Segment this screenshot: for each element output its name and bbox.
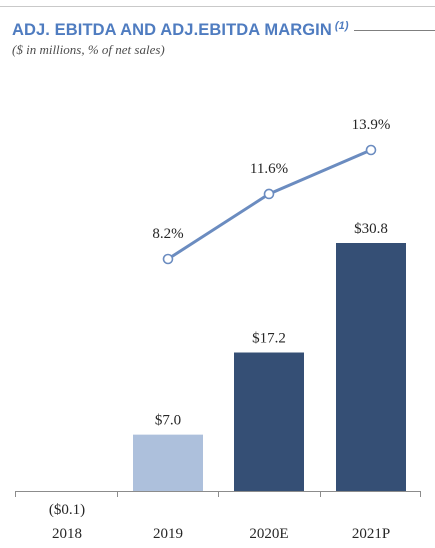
margin-label-2020E: 11.6% bbox=[250, 161, 288, 177]
margin-label-2019: 8.2% bbox=[152, 226, 183, 242]
bar-value-label-2018: ($0.1) bbox=[49, 502, 85, 518]
chart-title: ADJ. EBITDA AND ADJ.EBITDA MARGIN (1) bbox=[12, 20, 349, 40]
chart-subtitle: ($ in millions, % of net sales) bbox=[12, 42, 165, 57]
title-row: ADJ. EBITDA AND ADJ.EBITDA MARGIN (1) bbox=[12, 20, 435, 40]
x-tick-label-2018: 2018 bbox=[52, 526, 82, 542]
bar-2021P bbox=[336, 243, 406, 491]
x-tick-label-2019: 2019 bbox=[153, 526, 183, 542]
bar-value-label-2019: $7.0 bbox=[155, 413, 181, 429]
margin-point-2019 bbox=[162, 253, 174, 265]
margin-point-2021P bbox=[365, 144, 377, 156]
margin-point-2020E bbox=[263, 188, 275, 200]
chart-title-text: ADJ. EBITDA AND ADJ.EBITDA MARGIN bbox=[12, 21, 332, 39]
margin-label-2021P: 13.9% bbox=[352, 117, 391, 133]
bar-2019 bbox=[133, 434, 203, 491]
bar-2020E bbox=[234, 352, 304, 491]
bar-value-label-2021P: $30.8 bbox=[354, 221, 388, 237]
title-divider bbox=[354, 30, 435, 31]
top-divider bbox=[0, 6, 435, 7]
x-tick-label-2020E: 2020E bbox=[249, 526, 288, 542]
x-tick-label-2021P: 2021P bbox=[352, 526, 390, 542]
bar-value-label-2020E: $17.2 bbox=[252, 331, 286, 347]
footnote-marker: (1) bbox=[334, 20, 349, 32]
